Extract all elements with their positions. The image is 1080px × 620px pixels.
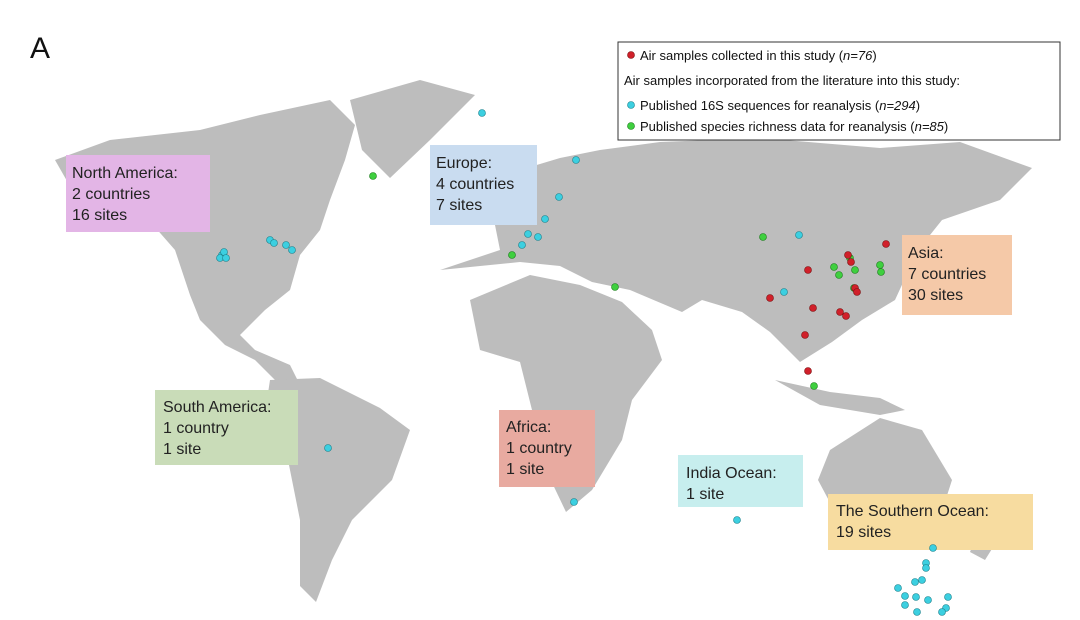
region-box <box>499 410 595 487</box>
legend-marker <box>627 51 635 59</box>
region-label: South America: <box>163 399 272 416</box>
legend <box>617 41 1061 141</box>
panel-label: A <box>30 32 50 65</box>
region-box <box>430 145 537 225</box>
legend-count: n=294 <box>879 98 916 113</box>
region-box <box>66 155 210 232</box>
legend-text: Published species richness data for rean… <box>640 119 915 134</box>
legend-label: Air samples collected in this study (n=7… <box>640 48 877 63</box>
legend-text: Published 16S sequences for reanalysis ( <box>640 98 880 113</box>
legend-text: ) <box>872 48 876 63</box>
region-label: 7 countries <box>908 266 986 283</box>
legend-heading: Air samples incorporated from the litera… <box>624 73 960 88</box>
region-label: 1 site <box>686 486 724 503</box>
region-label: Africa: <box>506 419 551 436</box>
region-label: 16 sites <box>72 207 127 224</box>
region-box <box>902 235 1012 315</box>
region-label: 1 site <box>506 461 544 478</box>
region-label: India Ocean: <box>686 465 777 482</box>
region-box <box>155 390 298 465</box>
region-label: Asia: <box>908 245 944 262</box>
region-label: North America: <box>72 165 178 182</box>
region-boxes <box>66 145 1033 550</box>
legend-text: Air samples collected in this study ( <box>640 48 844 63</box>
region-box <box>828 494 1033 550</box>
legend-marker <box>627 122 635 130</box>
region-label: 4 countries <box>436 176 514 193</box>
region-label: 1 country <box>163 420 229 437</box>
region-label: 30 sites <box>908 287 963 304</box>
sample-sites <box>216 109 952 616</box>
legend-count: n=76 <box>843 48 873 63</box>
labels: North America: 2 countries 16 sites Europe:… <box>72 48 989 541</box>
region-label: Europe: <box>436 155 492 172</box>
region-label: 19 sites <box>836 524 891 541</box>
legend-text: ) <box>916 98 920 113</box>
region-label: The Southern Ocean: <box>836 503 989 520</box>
legend-count: n=85 <box>915 119 945 134</box>
legend-text: ) <box>944 119 948 134</box>
legend-box <box>617 41 1061 141</box>
region-label: 1 country <box>506 440 572 457</box>
region-label: 2 countries <box>72 186 150 203</box>
region-label: 7 sites <box>436 197 482 214</box>
legend-label: Published species richness data for rean… <box>640 119 948 134</box>
legend-label: Published 16S sequences for reanalysis (… <box>640 98 920 113</box>
region-label: 1 site <box>163 441 201 458</box>
legend-marker <box>627 101 635 109</box>
region-box <box>678 455 803 507</box>
